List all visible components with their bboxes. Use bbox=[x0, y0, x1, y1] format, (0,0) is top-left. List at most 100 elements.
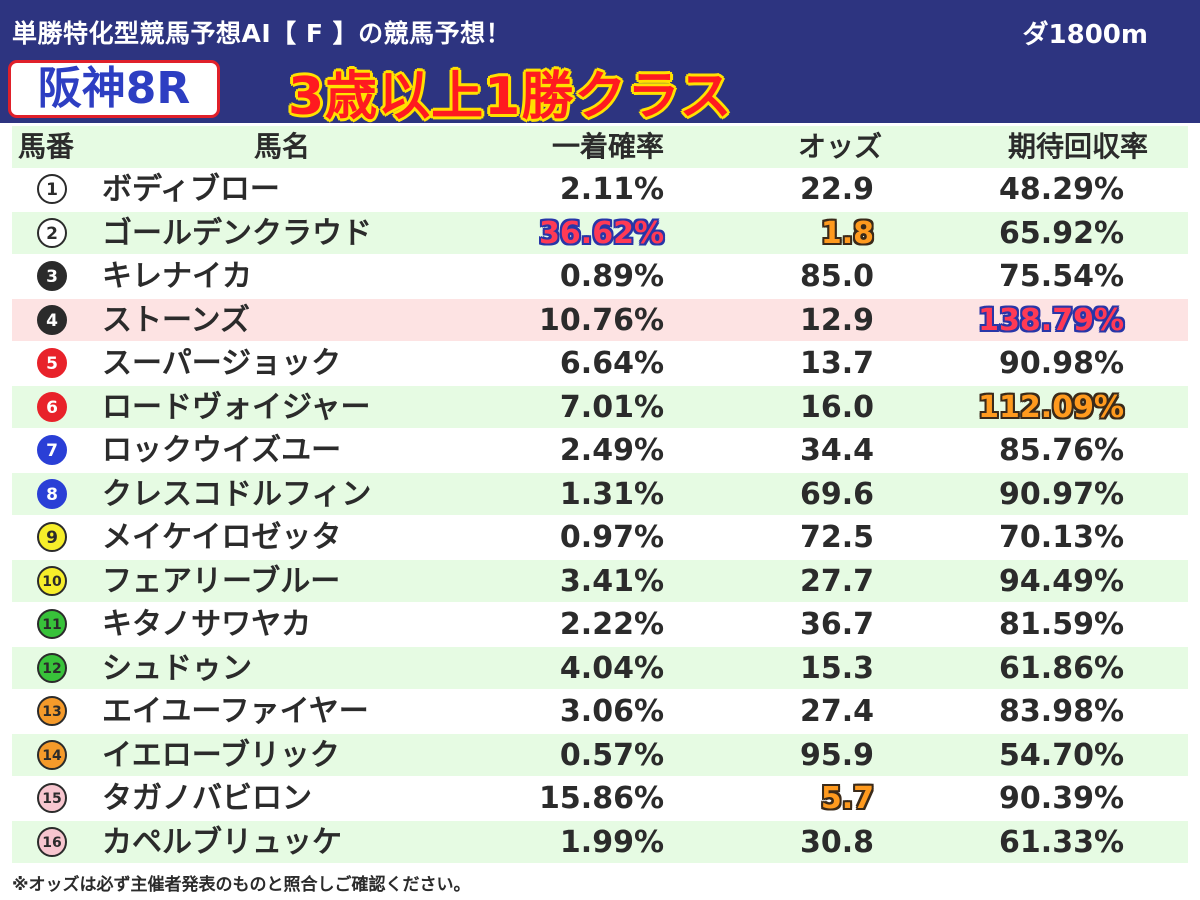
horse-name: ストーンズ bbox=[102, 303, 250, 338]
horse-name: ゴールデンクラウド bbox=[102, 216, 372, 251]
win-probability: 2.11% bbox=[559, 172, 664, 207]
horse-name: シュドゥン bbox=[102, 651, 252, 686]
table-row: 16 カペルブリュッケ 1.99% 30.8 61.33% bbox=[12, 821, 1188, 863]
horse-name: エイユーファイヤー bbox=[102, 694, 369, 729]
horse-name: ロードヴォイジャー bbox=[102, 390, 371, 425]
table-row: 4 ストーンズ 10.76% 12.9 138.79% bbox=[12, 299, 1188, 341]
table-row: 7 ロックウイズユー 2.49% 34.4 85.76% bbox=[12, 429, 1188, 471]
table-row: 10 フェアリーブルー 3.41% 27.7 94.49% bbox=[12, 560, 1188, 602]
win-probability: 36.62% bbox=[539, 216, 664, 251]
horse-number-badge: 14 bbox=[37, 740, 67, 770]
horse-name: タガノバビロン bbox=[102, 781, 312, 816]
win-probability: 3.41% bbox=[559, 564, 664, 599]
table-header: 馬番 馬名 一着確率 オッズ 期待回収率 bbox=[12, 126, 1188, 168]
horse-number-badge: 13 bbox=[37, 696, 67, 726]
odds: 72.5 bbox=[799, 520, 874, 555]
expected-return: 90.97% bbox=[999, 477, 1124, 512]
horse-number-badge: 7 bbox=[37, 435, 67, 465]
expected-return: 61.86% bbox=[999, 651, 1124, 686]
table-row: 13 エイユーファイヤー 3.06% 27.4 83.98% bbox=[12, 690, 1188, 732]
odds: 30.8 bbox=[799, 825, 874, 860]
expected-return: 138.79% bbox=[978, 303, 1124, 338]
table-row: 15 タガノバビロン 15.86% 5.7 90.39% bbox=[12, 777, 1188, 819]
odds: 16.0 bbox=[799, 390, 874, 425]
race-class: 3歳以上1勝クラス bbox=[288, 67, 733, 127]
win-probability: 2.49% bbox=[559, 433, 664, 468]
expected-return: 75.54% bbox=[999, 259, 1124, 294]
horse-name: クレスコドルフィン bbox=[102, 477, 372, 512]
odds: 36.7 bbox=[799, 607, 874, 642]
win-probability: 7.01% bbox=[559, 390, 664, 425]
table-row: 14 イエローブリック 0.57% 95.9 54.70% bbox=[12, 734, 1188, 776]
win-probability: 4.04% bbox=[559, 651, 664, 686]
table-row: 5 スーパージョック 6.64% 13.7 90.98% bbox=[12, 342, 1188, 384]
column-header-odds: オッズ bbox=[797, 130, 882, 163]
odds: 15.3 bbox=[799, 651, 874, 686]
horse-number-badge: 1 bbox=[37, 174, 67, 204]
expected-return: 112.09% bbox=[978, 390, 1124, 425]
horse-name: フェアリーブルー bbox=[102, 564, 341, 599]
odds: 27.7 bbox=[799, 564, 874, 599]
horse-number-badge: 2 bbox=[37, 218, 67, 248]
expected-return: 90.98% bbox=[999, 346, 1124, 381]
footnote: ※オッズは必ず主催者発表のものと照合しご確認ください。 bbox=[12, 875, 471, 895]
column-header-number: 馬番 bbox=[18, 130, 75, 163]
expected-return: 70.13% bbox=[999, 520, 1124, 555]
odds: 5.7 bbox=[820, 781, 874, 816]
table-row: 2 ゴールデンクラウド 36.62% 1.8 65.92% bbox=[12, 212, 1188, 254]
horse-number-badge: 4 bbox=[37, 305, 67, 335]
horse-number-badge: 8 bbox=[37, 479, 67, 509]
win-probability: 3.06% bbox=[559, 694, 664, 729]
header-banner: 単勝特化型競馬予想AI【 F 】の競馬予想！ ダ1800m 阪神8R 3歳以上1… bbox=[0, 0, 1200, 127]
subtitle: 単勝特化型競馬予想AI【 F 】の競馬予想！ bbox=[12, 19, 512, 48]
horse-name: キレナイカ bbox=[102, 259, 252, 294]
win-probability: 10.76% bbox=[539, 303, 664, 338]
odds: 1.8 bbox=[820, 216, 874, 251]
race-name-box: 阪神8R bbox=[8, 60, 220, 118]
odds: 95.9 bbox=[799, 738, 874, 773]
expected-return: 61.33% bbox=[999, 825, 1124, 860]
horse-name: イエローブリック bbox=[102, 738, 340, 773]
table-row: 1 ボディブロー 2.11% 22.9 48.29% bbox=[12, 168, 1188, 210]
expected-return: 81.59% bbox=[999, 607, 1124, 642]
horse-number-badge: 11 bbox=[37, 609, 67, 639]
expected-return: 94.49% bbox=[999, 564, 1124, 599]
horse-name: キタノサワヤカ bbox=[102, 607, 312, 642]
horse-name: スーパージョック bbox=[102, 346, 342, 381]
horse-number-badge: 9 bbox=[37, 522, 67, 552]
horse-number-badge: 5 bbox=[37, 348, 67, 378]
column-header-expected-return: 期待回収率 bbox=[1007, 130, 1148, 163]
win-probability: 15.86% bbox=[539, 781, 664, 816]
horse-number-badge: 10 bbox=[37, 566, 67, 596]
race-distance: ダ1800m bbox=[1022, 20, 1148, 50]
column-header-name: 馬名 bbox=[254, 130, 311, 163]
horse-number-badge: 6 bbox=[37, 392, 67, 422]
win-probability: 1.31% bbox=[559, 477, 664, 512]
horse-number-badge: 12 bbox=[37, 653, 67, 683]
win-probability: 0.89% bbox=[559, 259, 664, 294]
odds: 12.9 bbox=[799, 303, 874, 338]
expected-return: 65.92% bbox=[999, 216, 1124, 251]
table-row: 8 クレスコドルフィン 1.31% 69.6 90.97% bbox=[12, 473, 1188, 515]
table-row: 11 キタノサワヤカ 2.22% 36.7 81.59% bbox=[12, 603, 1188, 645]
horse-name: メイケイロゼッタ bbox=[102, 520, 342, 555]
odds: 13.7 bbox=[799, 346, 874, 381]
horse-number-badge: 3 bbox=[37, 261, 67, 291]
column-header-win-prob: 一着確率 bbox=[551, 130, 664, 163]
odds: 22.9 bbox=[799, 172, 874, 207]
odds: 27.4 bbox=[799, 694, 874, 729]
win-probability: 2.22% bbox=[559, 607, 664, 642]
expected-return: 90.39% bbox=[999, 781, 1124, 816]
expected-return: 48.29% bbox=[999, 172, 1124, 207]
odds: 34.4 bbox=[799, 433, 874, 468]
table-row: 6 ロードヴォイジャー 7.01% 16.0 112.09% bbox=[12, 386, 1188, 428]
expected-return: 85.76% bbox=[999, 433, 1124, 468]
win-probability: 0.97% bbox=[559, 520, 664, 555]
table-row: 3 キレナイカ 0.89% 85.0 75.54% bbox=[12, 255, 1188, 297]
race-name: 阪神8R bbox=[37, 63, 191, 114]
horse-name: ロックウイズユー bbox=[102, 433, 342, 468]
win-probability: 6.64% bbox=[559, 346, 664, 381]
win-probability: 0.57% bbox=[559, 738, 664, 773]
horse-name: ボディブロー bbox=[102, 172, 280, 207]
horse-number-badge: 15 bbox=[37, 783, 67, 813]
